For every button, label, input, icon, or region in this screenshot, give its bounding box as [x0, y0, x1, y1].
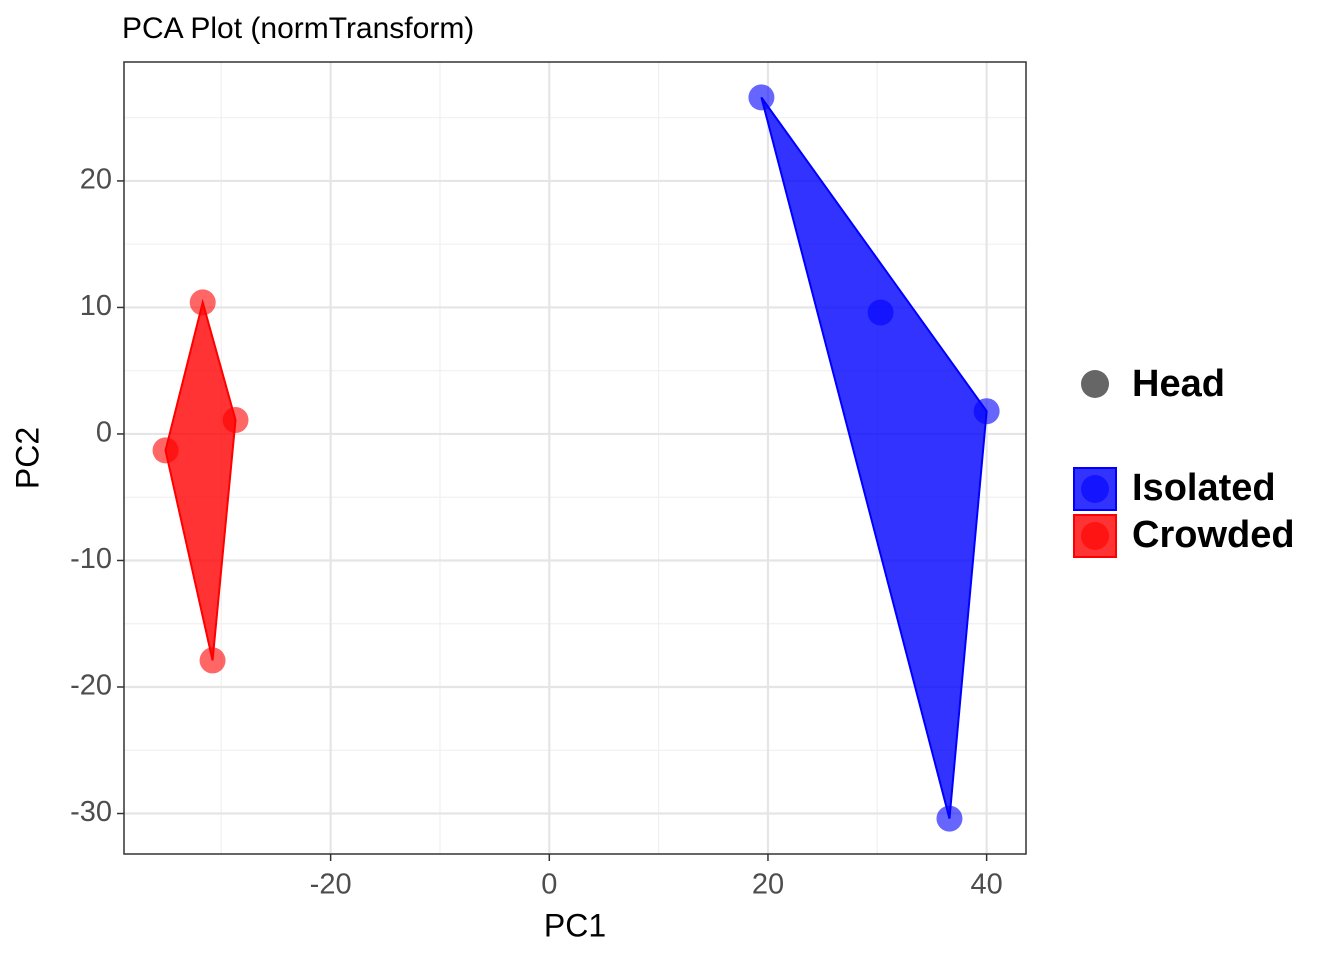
point	[152, 437, 179, 464]
legend-label: Head	[1132, 363, 1225, 405]
x-tick-label: -20	[310, 869, 352, 901]
legend-label: Crowded	[1132, 514, 1295, 556]
y-tick-label: 10	[80, 290, 112, 322]
y-tick-label: 20	[80, 164, 112, 196]
hull	[164, 298, 237, 661]
hull	[760, 96, 988, 819]
legend-marker	[1081, 522, 1109, 550]
legend-marker	[1081, 475, 1109, 503]
point	[748, 84, 775, 111]
x-tick-label: 20	[752, 869, 784, 901]
point	[973, 398, 1000, 425]
y-axis-title: PC2	[9, 427, 45, 489]
plot-border	[123, 61, 1027, 855]
legend-marker	[1081, 370, 1109, 398]
y-tick-label: -20	[70, 670, 112, 702]
y-tick-label: -10	[70, 543, 112, 575]
legend-label: Isolated	[1132, 467, 1276, 509]
y-tick-label: 0	[96, 417, 112, 449]
point	[222, 407, 249, 434]
x-tick-label: 0	[541, 869, 557, 901]
x-axis-title: PC1	[544, 907, 606, 943]
x-tick-label: 40	[971, 869, 1003, 901]
y-tick-label: -30	[70, 796, 112, 828]
chart-title: PCA Plot (normTransform)	[122, 12, 474, 45]
point	[867, 299, 894, 326]
point	[199, 647, 226, 674]
point	[189, 289, 216, 316]
point	[936, 805, 963, 832]
